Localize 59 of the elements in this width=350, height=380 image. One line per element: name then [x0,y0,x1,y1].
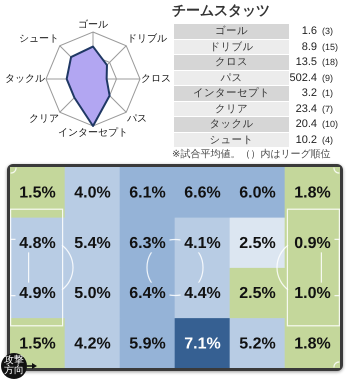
data-label: 6.1% [129,184,166,202]
data-label: 7.1% [184,335,221,352]
data-label: 1.8% [294,184,331,202]
data-label: 0.9% [294,234,331,252]
data-label: 4.4% [184,285,221,302]
data-label: 5.9% [129,335,166,352]
round-badge: 攻撃方向 [1,353,27,379]
spoke-label: クリア [29,114,60,125]
data-label: (18) [322,56,340,69]
data-label: 10.2 [294,132,317,147]
spoke-label: クロス [141,74,171,85]
data-label: 6.0% [239,184,276,202]
data-label: 13.5 [294,55,317,70]
text: チームスタッツ [172,2,271,21]
data-label: 5.4% [74,234,111,252]
data-label: 502.4 [289,70,317,85]
data-label: (7) [322,102,334,116]
category-label: パス [174,70,289,85]
data-label: 2.5% [239,234,276,252]
data-label: (4) [322,134,334,147]
data-label: 4.8% [19,234,56,252]
data-label: 4.1% [184,234,221,252]
data-label: 5.2% [239,335,276,352]
data-label: 3.2 [300,86,317,100]
data-label: 20.4 [294,117,317,132]
data-label: 2.5% [239,285,276,302]
data-label: 1.8% [294,335,331,352]
spoke-label: タックル [5,74,45,85]
category-label: クロス [174,55,289,70]
spoke-label: ゴール [78,18,108,31]
data-label: 6.4% [129,285,166,302]
data-label: 1.5% [19,184,56,202]
data-label: 4.9% [19,285,56,302]
data-label: (15) [322,40,340,54]
category-label: クリア [174,102,289,116]
data-label: 23.4 [294,102,317,116]
data-label: (1) [322,87,334,100]
data-label: 4.2% [74,335,111,352]
category-label: インターセプト [174,86,289,100]
data-label: 6.6% [184,184,221,202]
category-label: ゴール [174,24,289,38]
data-label: (3) [322,25,334,38]
data-label: 4.0% [74,184,111,202]
category-label: シュート [174,132,289,147]
category-label: ドリブル [174,40,289,54]
spoke-label: ドリブル [126,32,167,45]
data-label: 1.0% [294,285,331,302]
text: ※試合平均値。（）内はリーグ順位 [172,149,332,161]
data-label: 8.9 [300,40,317,54]
data-label: 1.6 [300,24,317,38]
data-label: 1.5% [19,335,56,352]
category-label: タックル [174,117,289,132]
spoke-label: インターセプト [58,126,128,139]
data-label: 5.0% [74,285,111,302]
data-label: 6.3% [129,234,166,252]
spoke-label: シュート [19,34,60,45]
data-label: (10) [322,118,340,131]
data-label: (9) [322,72,334,85]
spoke-label: パス [126,114,147,125]
